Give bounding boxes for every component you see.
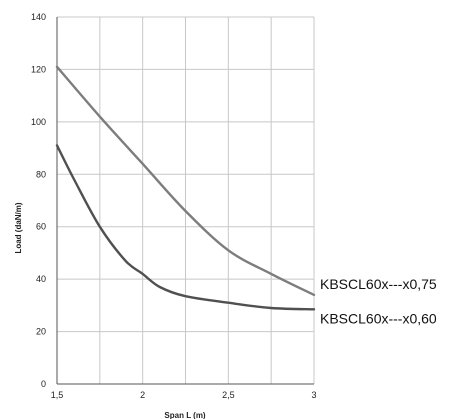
grid [57,16,315,384]
series-line-2 [55,144,316,311]
series-labels: KBSCL60x---x0,75 KBSCL60x---x0,60 [320,276,437,326]
y-axis-title: Load (daN/m) [14,202,23,253]
x-tick-label: 1,5 [51,390,64,400]
y-tick-label: 120 [31,64,46,74]
x-tick-label: 2,5 [222,390,235,400]
series-label-1: KBSCL60x---x0,75 [320,276,437,292]
y-tick-label: 60 [36,222,46,232]
y-tick-label: 140 [31,12,46,22]
axes [56,17,314,385]
y-tick-label: 0 [41,379,46,389]
series-label-2: KBSCL60x---x0,60 [320,310,437,326]
y-tick-label: 20 [36,327,46,337]
x-tick-label: 3 [311,390,316,400]
series-lines [55,65,316,311]
series-line-1 [55,65,316,297]
y-tick-label: 100 [31,117,46,127]
x-axis-title: Span L (m) [164,411,206,419]
x-tick-label: 2 [140,390,145,400]
y-tick-label: 80 [36,169,46,179]
tick-labels: 0 20 40 60 80 100 120 140 1,5 2 2,5 3 [31,12,317,400]
y-tick-label: 40 [36,274,46,284]
